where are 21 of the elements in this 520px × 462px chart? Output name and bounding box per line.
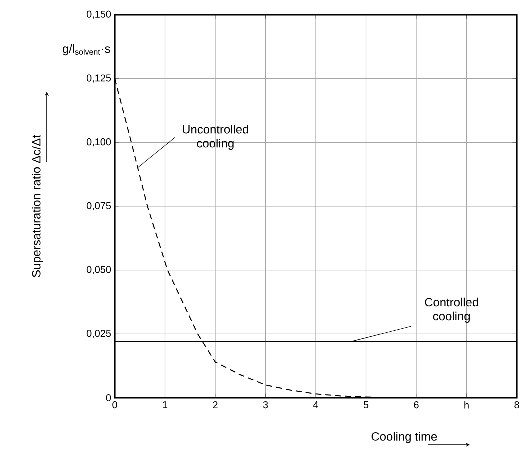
x-tick-label: 0 <box>112 402 118 409</box>
x-tick-label: h <box>464 402 469 409</box>
y-tick-label: 0,075 <box>86 202 112 211</box>
x-tick-label: 4 <box>313 402 318 408</box>
y-tick-label: 0,125 <box>86 74 112 83</box>
y-tick-label: 0,025 <box>86 330 112 338</box>
x-tick-label: 5 <box>364 402 369 408</box>
y-tick-label: 0,100 <box>86 138 112 147</box>
text: g/l$_{solvent}$·s <box>62 44 110 56</box>
x-tick-label: 6 <box>414 402 419 409</box>
y-tick-label: 0 <box>106 394 112 402</box>
x-tick-label: 8 <box>514 402 520 409</box>
x-tick-label: 3 <box>263 402 268 409</box>
y-tick-label: 0,150 <box>86 10 112 20</box>
y-axis-title: Supersaturation ratio Δc/Δt <box>32 135 44 278</box>
x-axis-title: Cooling time <box>372 432 438 444</box>
annotation: Controlled cooling <box>425 298 478 323</box>
annotation: Uncontrolled cooling <box>183 125 248 150</box>
y-tick-label: 0,050 <box>86 266 112 274</box>
x-tick-label: 1 <box>163 402 168 408</box>
x-tick-label: 2 <box>213 402 218 408</box>
